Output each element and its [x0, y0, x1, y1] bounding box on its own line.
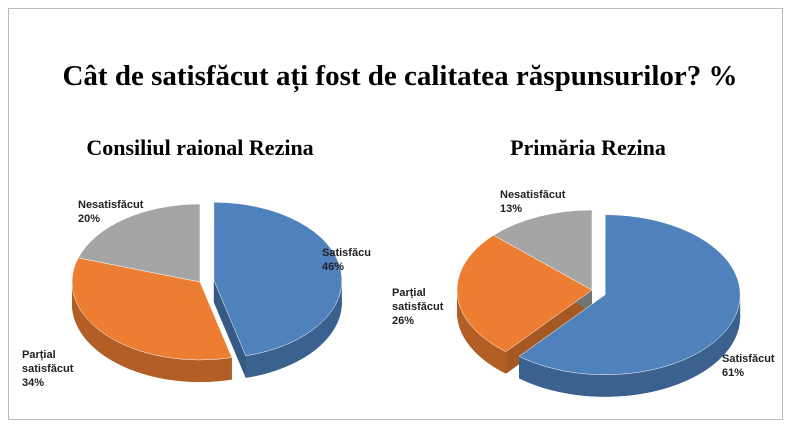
pie-tops [71, 201, 343, 361]
value-label: 20% [78, 213, 101, 225]
data-label: Parțial satisfăcut 26% [392, 286, 462, 328]
slice-cut-face [213, 280, 246, 378]
slice-wall [457, 290, 506, 374]
value-label: 13% [500, 203, 523, 215]
slice [518, 214, 741, 375]
slice [71, 257, 233, 361]
value-label: 46% [322, 261, 345, 273]
data-label: Nesatisfăcut 13% [500, 188, 565, 216]
data-label: Parțial satisfăcut 34% [22, 348, 92, 390]
pie-walls [457, 290, 741, 397]
category-label: Nesatisfăcut [500, 189, 566, 201]
data-label: Satisfăcu 46% [322, 246, 371, 274]
pie-title: Consiliul raional Rezina [86, 135, 314, 160]
slice-wall [519, 294, 741, 397]
slice [213, 201, 343, 357]
pie-walls [72, 280, 342, 382]
frame [8, 8, 783, 420]
pie-tops [456, 209, 741, 375]
category-label: Parțial satisfăcut [22, 349, 74, 375]
category-label: Nesatisfăcut [78, 199, 144, 211]
category-label: Satisfăcu [322, 247, 371, 259]
pie-title: Primăria Rezina [510, 135, 666, 160]
slice-wall [72, 282, 232, 382]
slice [456, 234, 593, 352]
value-label: 61% [722, 367, 745, 379]
category-label: Satisfăcut [722, 353, 775, 365]
data-label: Nesatisfăcut 20% [78, 198, 143, 226]
category-label: Parțial satisfăcut [392, 287, 444, 313]
slice-wall [245, 280, 342, 378]
value-label: 26% [392, 315, 415, 327]
slice [77, 203, 201, 283]
data-label: Satisfăcut 61% [722, 352, 775, 380]
slice [493, 209, 593, 291]
main-title: Cât de satisfăcut ați fost de calitatea … [62, 60, 738, 92]
value-label: 34% [22, 377, 45, 389]
